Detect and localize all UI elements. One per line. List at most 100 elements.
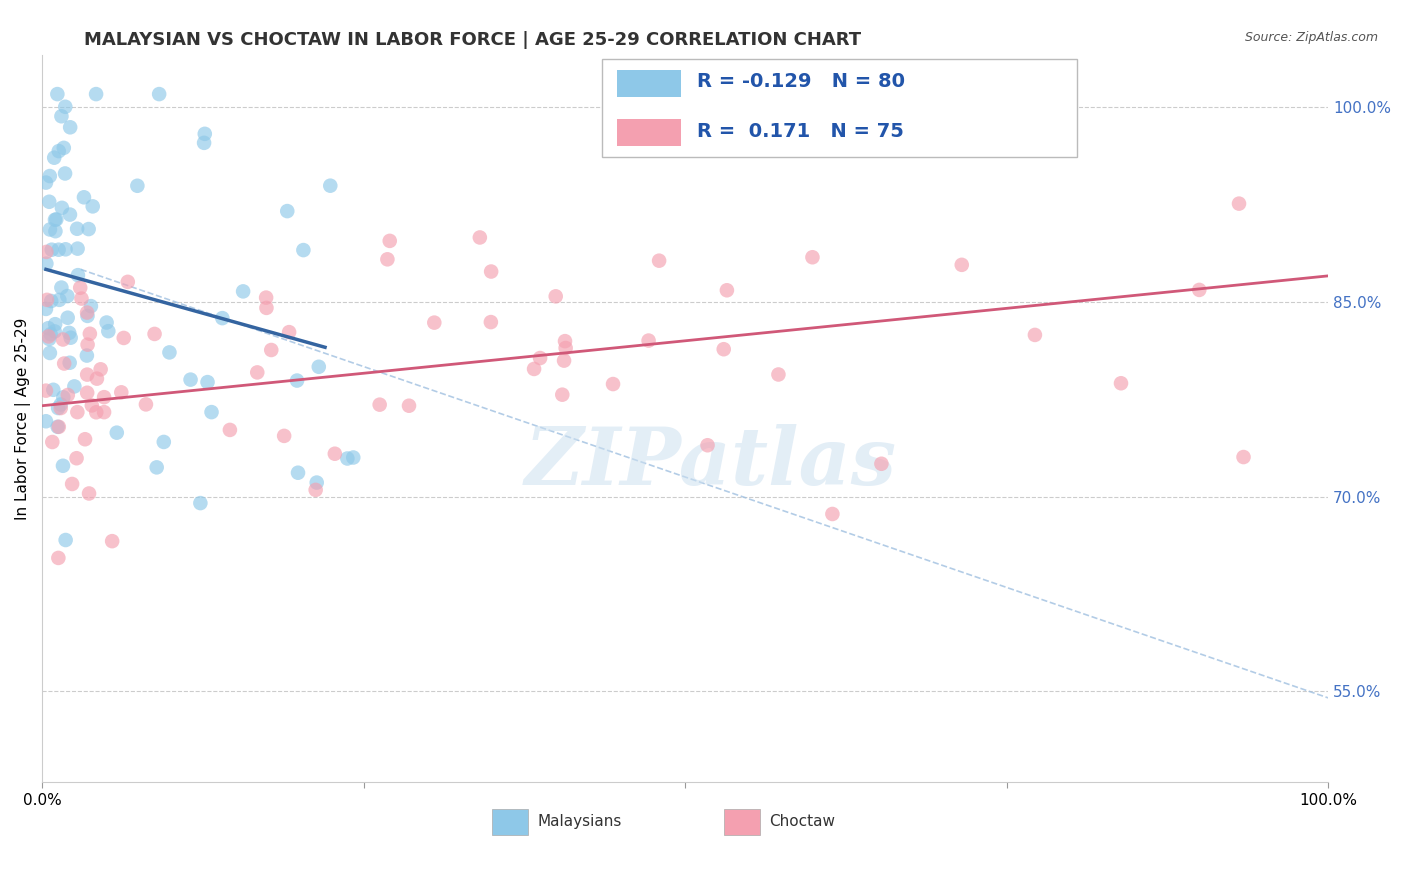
Choctaw	[648, 253, 671, 268]
Malaysians	[96, 316, 118, 330]
Malaysians	[44, 224, 66, 238]
Choctaw	[378, 234, 401, 248]
Text: Malaysians: Malaysians	[537, 814, 621, 829]
Malaysians	[44, 325, 66, 339]
Malaysians	[105, 425, 128, 440]
Malaysians	[37, 321, 59, 335]
Malaysians	[148, 87, 170, 101]
Malaysians	[38, 194, 60, 209]
Choctaw	[73, 432, 96, 446]
Malaysians	[59, 356, 82, 370]
Choctaw	[90, 362, 112, 376]
Malaysians	[305, 475, 328, 490]
Choctaw	[66, 405, 89, 419]
Choctaw	[260, 343, 283, 357]
Choctaw	[219, 423, 242, 437]
Choctaw	[65, 451, 87, 466]
Malaysians	[45, 212, 67, 227]
Malaysians	[66, 242, 89, 256]
Malaysians	[287, 466, 309, 480]
Choctaw	[143, 326, 166, 341]
Choctaw	[544, 289, 567, 303]
Choctaw	[1232, 450, 1254, 464]
Choctaw	[1227, 196, 1250, 211]
Malaysians	[292, 243, 315, 257]
Choctaw	[870, 457, 893, 471]
Choctaw	[423, 316, 446, 330]
Choctaw	[479, 315, 502, 329]
Malaysians	[48, 144, 70, 158]
Malaysians	[180, 373, 202, 387]
Choctaw	[76, 368, 98, 382]
Choctaw	[52, 333, 75, 347]
Choctaw	[110, 385, 132, 400]
Malaysians	[52, 141, 75, 155]
Choctaw	[950, 258, 973, 272]
Malaysians	[39, 222, 62, 236]
Choctaw	[35, 384, 58, 398]
Malaysians	[55, 533, 77, 547]
Choctaw	[768, 368, 790, 382]
Malaysians	[84, 87, 107, 101]
Malaysians	[53, 166, 76, 180]
Choctaw	[84, 405, 107, 419]
Malaysians	[97, 324, 120, 338]
Choctaw	[551, 387, 574, 401]
Malaysians	[39, 327, 62, 342]
Choctaw	[49, 401, 72, 415]
Malaysians	[35, 257, 58, 271]
Choctaw	[554, 341, 576, 355]
Choctaw	[56, 388, 79, 402]
Choctaw	[553, 353, 575, 368]
Choctaw	[80, 398, 103, 412]
Choctaw	[135, 397, 157, 411]
Choctaw	[76, 305, 98, 319]
Choctaw	[821, 507, 844, 521]
Malaysians	[193, 136, 215, 150]
Choctaw	[1188, 283, 1211, 297]
Choctaw	[76, 385, 98, 400]
Choctaw	[53, 357, 76, 371]
Malaysians	[46, 419, 69, 434]
Choctaw	[1024, 327, 1046, 342]
Malaysians	[200, 405, 222, 419]
Choctaw	[529, 351, 551, 365]
Choctaw	[278, 325, 301, 339]
Choctaw	[801, 250, 824, 264]
Choctaw	[93, 390, 115, 404]
Malaysians	[76, 349, 98, 363]
Choctaw	[716, 283, 738, 297]
Choctaw	[117, 275, 139, 289]
Malaysians	[44, 317, 66, 331]
Malaysians	[66, 268, 89, 282]
Choctaw	[323, 447, 346, 461]
Malaysians	[285, 374, 308, 388]
Choctaw	[368, 398, 391, 412]
Malaysians	[59, 208, 82, 222]
Malaysians	[190, 496, 212, 510]
Malaysians	[58, 326, 80, 340]
Malaysians	[48, 243, 70, 257]
Choctaw	[468, 230, 491, 244]
Choctaw	[86, 371, 108, 385]
Malaysians	[44, 212, 66, 227]
Bar	[617, 70, 682, 97]
Choctaw	[523, 362, 546, 376]
Malaysians	[82, 199, 104, 213]
Choctaw	[246, 365, 269, 379]
Choctaw	[254, 291, 277, 305]
Malaysians	[145, 460, 167, 475]
Malaysians	[336, 451, 359, 466]
Text: ZIPatlas: ZIPatlas	[524, 424, 897, 501]
Text: Choctaw: Choctaw	[769, 814, 835, 829]
Malaysians	[159, 345, 181, 359]
Choctaw	[70, 292, 93, 306]
Choctaw	[35, 244, 58, 259]
Malaysians	[152, 434, 174, 449]
Malaysians	[73, 190, 96, 204]
Malaysians	[42, 383, 65, 397]
Malaysians	[59, 120, 82, 135]
Choctaw	[112, 331, 135, 345]
Malaysians	[38, 346, 60, 360]
Malaysians	[77, 222, 100, 236]
